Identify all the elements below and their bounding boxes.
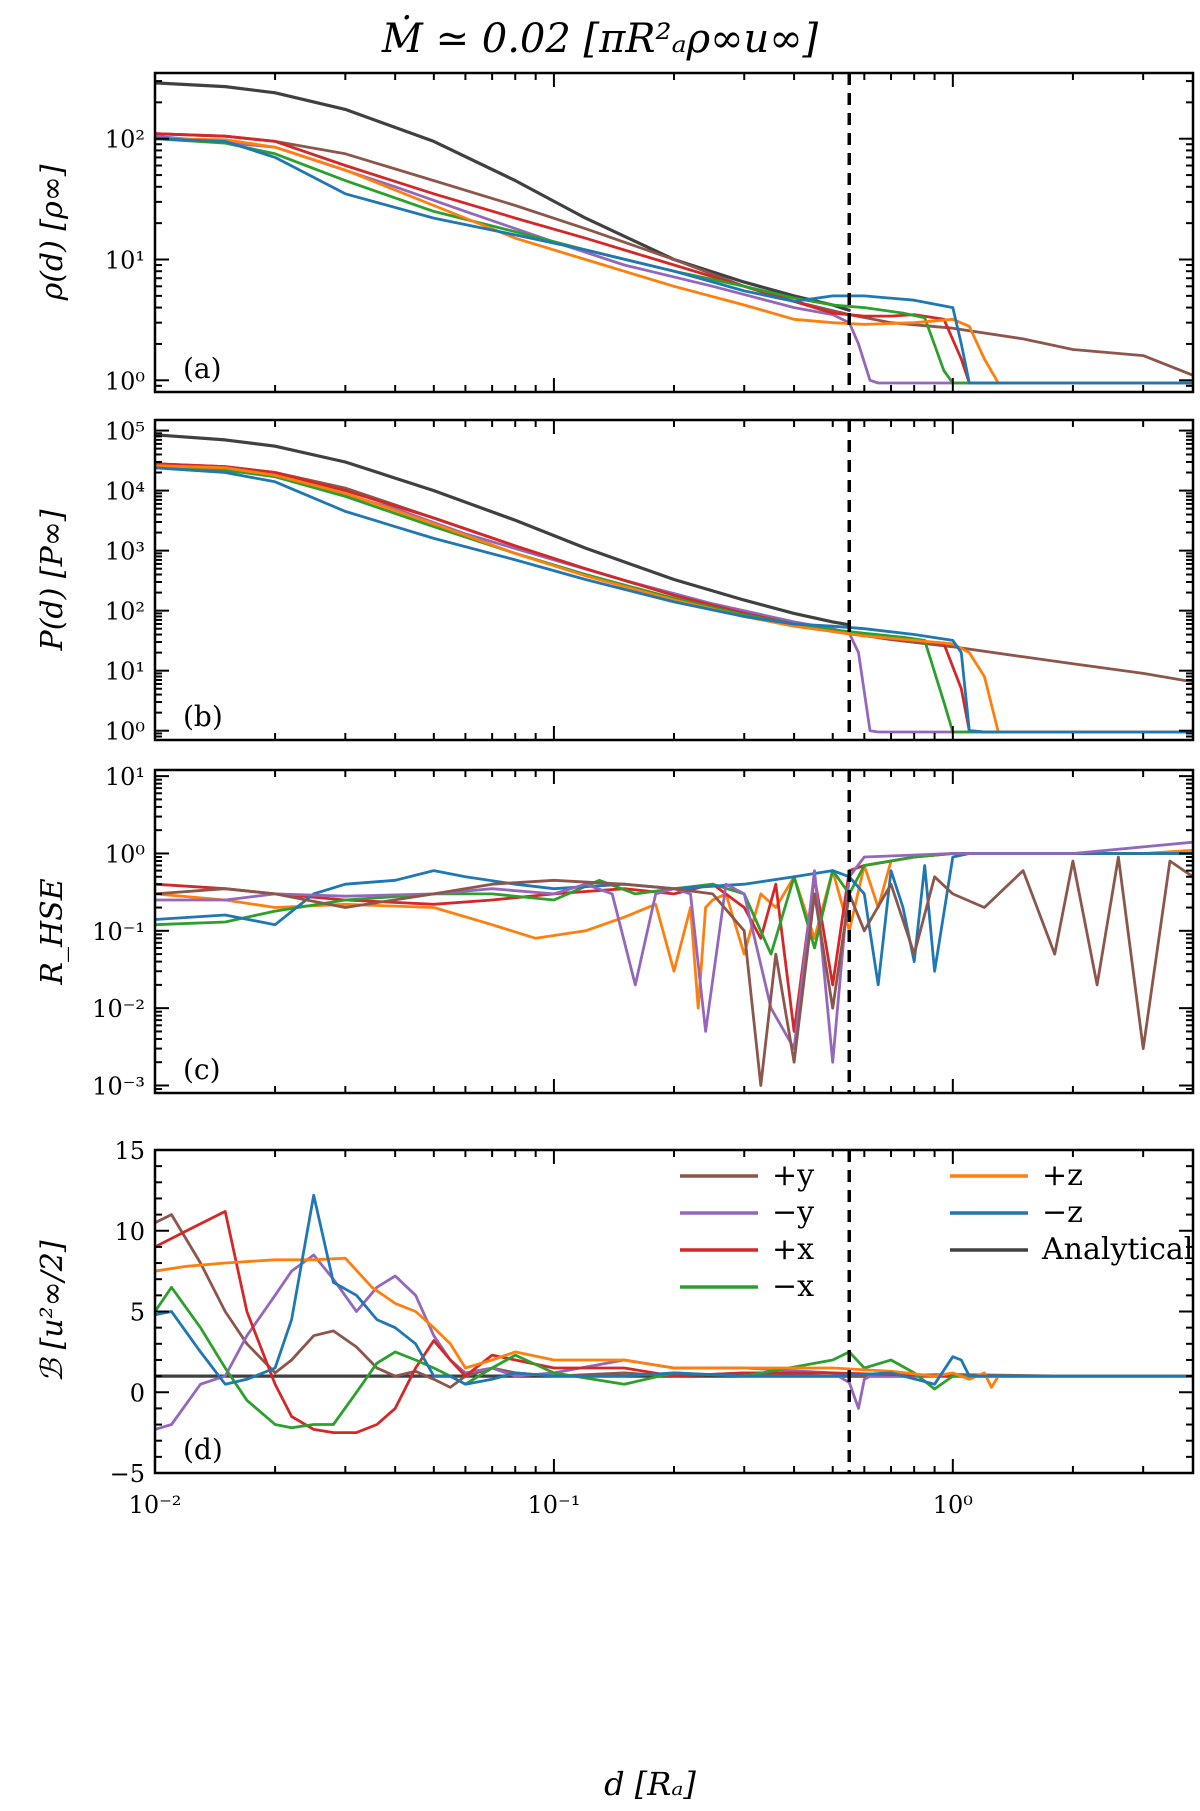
legend-label-+x: +x [772,1232,814,1267]
y-tick-label-b: 10² [105,598,145,626]
y-tick-label-d: 10 [114,1218,145,1246]
y-tick-label-b: 10³ [105,538,145,566]
legend-label--z: −z [1042,1195,1083,1230]
series-line-c--x [155,852,1193,956]
legend-label-+z: +z [1042,1158,1083,1193]
y-axis-label-c: R_HSE [35,878,70,985]
panel-label-a: (a) [183,352,222,385]
x-tick-label: 10⁰ [933,1491,973,1519]
y-tick-label-c: 10⁻³ [92,1073,145,1101]
series-line-c-+z [155,848,1193,1010]
series-line-b-+z [155,464,1193,734]
panel-d: −5 0 5 10 15 ℬ [u²∞/2] (d) [35,1137,1195,1488]
y-tick-label-c: 10⁰ [105,840,145,868]
panel-c: 10⁻³ 10⁻² 10⁻¹ 10⁰ 10¹ R_HSE (c) [35,763,1195,1101]
y-tick-label-c: 10⁻² [92,995,145,1023]
series-line-a-+y [155,132,1193,377]
y-tick-label-d: −5 [110,1460,145,1488]
series-line-d--y [155,1253,1193,1431]
y-tick-label-d: 5 [130,1299,145,1327]
series-group-c [155,840,1193,1087]
panel-label-b: (b) [183,700,223,733]
y-axis-label-b: P(d) [P∞] [35,509,70,651]
series-line-a-Analytical [155,81,851,312]
y-tick-label-a: 10¹ [105,247,145,275]
series-group-a [155,81,1193,385]
axes-frame-c [153,768,1195,1095]
series-group-d [155,1193,1193,1434]
legend: +y +z −y −z +x Analytical −x [680,1158,1193,1304]
panel-label-d: (d) [183,1433,223,1466]
series-line-a--x [155,137,1193,385]
series-line-c--z [155,852,1193,987]
y-tick-label-a: 10² [105,126,145,154]
legend-label--x: −x [772,1269,814,1304]
x-tick-label: 10⁻¹ [528,1491,581,1519]
y-tick-label-d: 0 [130,1379,145,1407]
series-line-d-+x [155,1210,1193,1434]
x-axis-label: d [Rₐ] [604,1765,696,1803]
series-group-b [155,433,1193,734]
y-tick-label-a: 10⁰ [105,367,145,395]
legend-label-+y: +y [772,1158,814,1193]
y-tick-label-b: 10⁰ [105,718,145,746]
series-line-b-Analytical [155,433,851,627]
panel-a: 10⁰ 10¹ 10² ρ(d) [ρ∞] (a) [35,71,1195,395]
series-line-c-+x [155,852,1193,1033]
series-line-d-+y [155,1213,1193,1389]
series-line-a--z [155,137,1193,385]
panel-b: 10⁰ 10¹ 10² 10³ 10⁴ 10⁵ P(d) [P∞] (b) [35,418,1195,746]
y-tick-label-b: 10¹ [105,658,145,686]
y-tick-label-d: 15 [114,1137,145,1165]
series-line-d--x [155,1285,1193,1430]
y-tick-label-b: 10⁵ [105,418,145,446]
y-tick-label-c: 10¹ [105,763,145,791]
series-line-d-+z [155,1256,1193,1389]
y-axis-label-d: ℬ [u²∞/2] [35,1240,70,1382]
series-line-b--z [155,466,1193,734]
y-tick-label-c: 10⁻¹ [92,918,145,946]
legend-label-Analytical: Analytical [1041,1232,1193,1267]
series-line-c--y [155,840,1193,1064]
series-line-c-+y [155,855,1193,1087]
panels-group: 10⁰ 10¹ 10² ρ(d) [ρ∞] (a) 10⁰ 10¹ 10² 10³ 10⁴ 10⁵ P… [35,71,1195,1519]
panel-label-c: (c) [183,1053,221,1086]
series-line-a-+z [155,137,1193,385]
legend-label--y: −y [772,1195,814,1230]
x-tick-label: 10⁻² [129,1491,182,1519]
y-axis-label-a: ρ(d) [ρ∞] [35,164,70,301]
series-line-d--z [155,1193,1193,1386]
series-line-a--y [155,134,1193,385]
figure-title: Ṁ ≃ 0.02 [πR²ₐρ∞u∞] [381,15,819,62]
y-tick-label-b: 10⁴ [105,478,145,506]
axes-frame-a [153,71,1195,394]
